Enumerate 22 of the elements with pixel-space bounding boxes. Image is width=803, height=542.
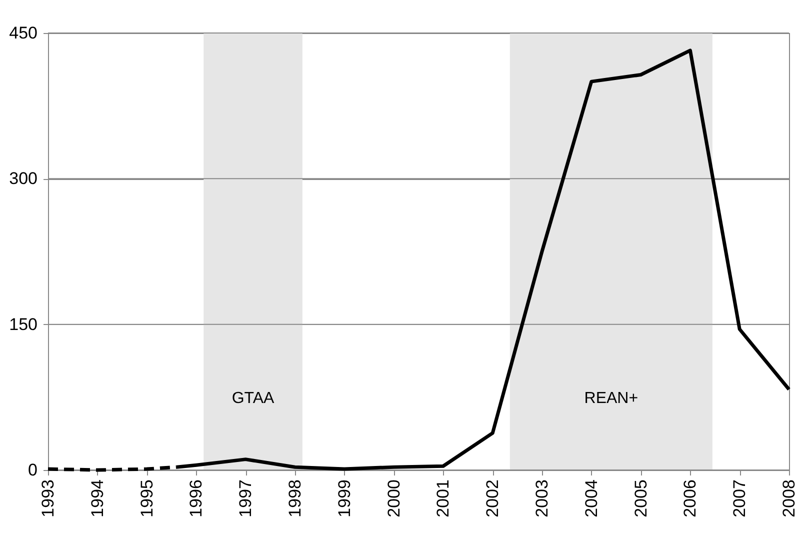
x-tick-label: 2008 (780, 480, 798, 518)
x-tick-label: 2002 (483, 480, 502, 518)
x-tick-label: 2007 (730, 480, 750, 518)
x-tick-label: 1997 (236, 480, 256, 518)
x-tick-label: 1993 (38, 480, 58, 518)
x-tick-label: 2003 (532, 480, 552, 518)
band-label: REAN+ (584, 390, 638, 407)
y-tick-label: 0 (28, 460, 38, 480)
band-label: GTAA (232, 390, 275, 407)
x-tick-label: 1994 (88, 480, 107, 518)
x-tick-label: 1998 (286, 480, 304, 518)
x-tick-label: 1995 (137, 480, 156, 518)
y-tick-label: 300 (9, 169, 38, 188)
x-tick-label: 2005 (631, 480, 650, 518)
x-tick-label: 2000 (384, 480, 404, 518)
y-tick-label: 450 (9, 24, 38, 42)
x-tick-label: 2006 (680, 480, 700, 518)
x-tick-label: 1996 (186, 480, 206, 518)
x-tick-label: 2004 (582, 480, 601, 518)
y-tick-label: 150 (9, 314, 38, 334)
x-tick-label: 2001 (434, 480, 453, 518)
x-tick-label: 1999 (334, 480, 354, 518)
